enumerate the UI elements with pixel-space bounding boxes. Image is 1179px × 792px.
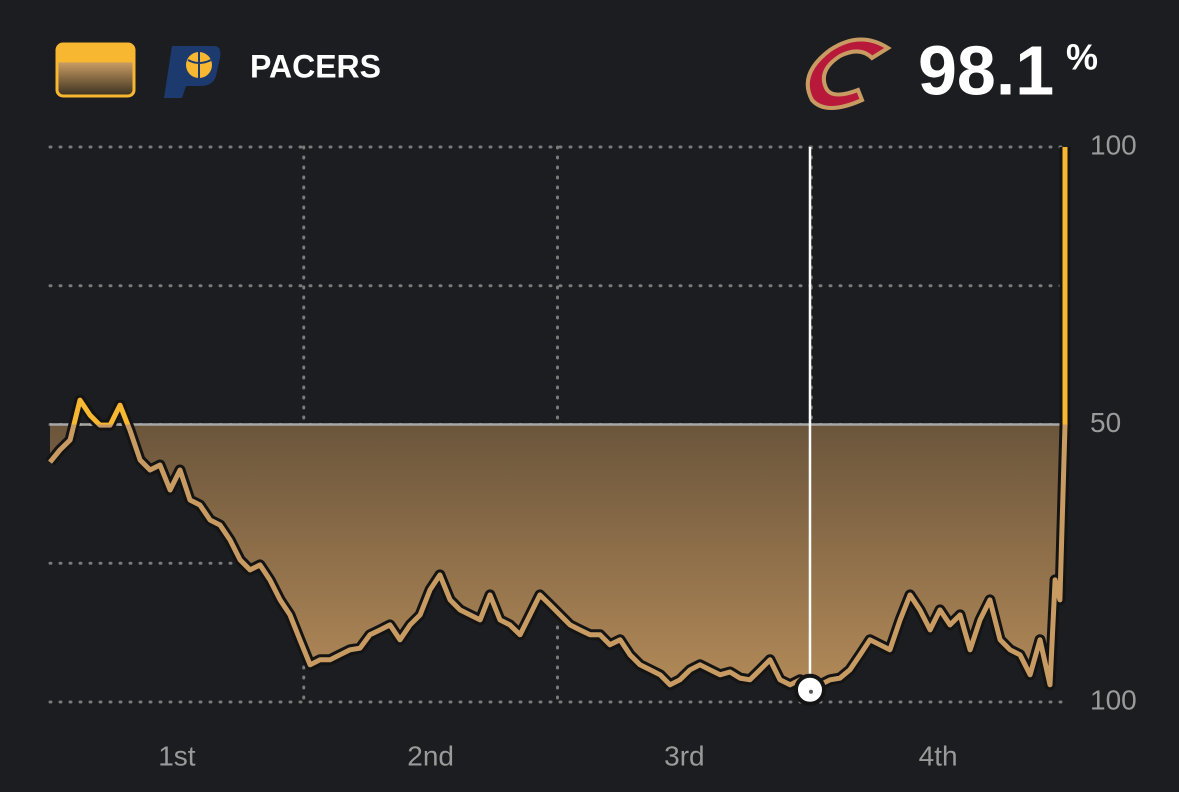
x-tick-label: 4th [919, 740, 958, 771]
cursor-dot [793, 673, 826, 706]
x-tick-label: 3rd [664, 740, 704, 771]
header: PACERS 98.1 % [55, 31, 1098, 110]
x-tick-label: 2nd [407, 740, 454, 771]
team-name: PACERS [250, 48, 381, 84]
x-tick-label: 1st [158, 740, 196, 771]
win-probability: 98.1 [918, 31, 1054, 109]
y-tick-label: 100 [1090, 129, 1137, 160]
cursor-dot-center [808, 689, 813, 694]
pacers-logo [164, 46, 221, 98]
line [48, 147, 1068, 693]
y-tick-label: 50 [1090, 407, 1121, 438]
cavaliers-logo [805, 37, 892, 110]
win-probability-unit: % [1066, 37, 1098, 78]
area-fill [50, 424, 1065, 690]
team-card-icon [55, 42, 136, 98]
y-tick-label: 100 [1090, 684, 1137, 715]
